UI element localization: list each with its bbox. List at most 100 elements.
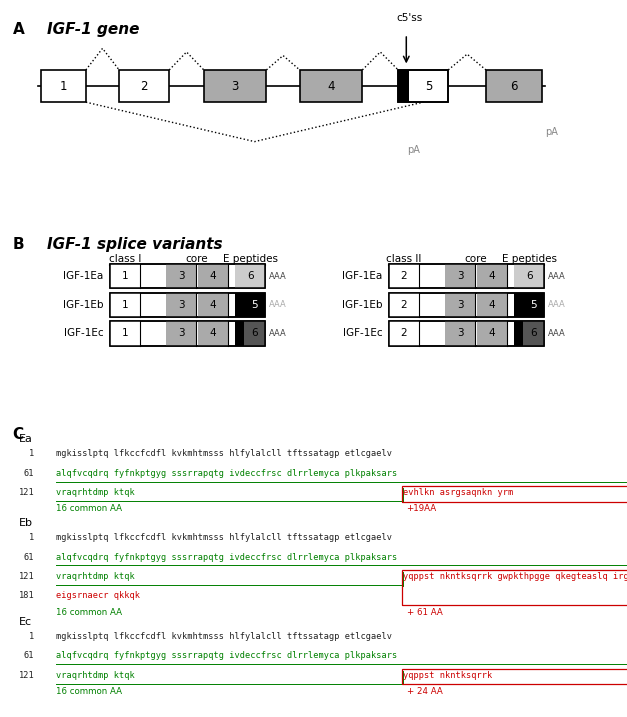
Text: evhlkn asrgsaqnkn yrm: evhlkn asrgsaqnkn yrm: [403, 488, 514, 497]
Text: + 24 AA: + 24 AA: [406, 688, 442, 696]
Bar: [198, 264, 228, 288]
Text: 4: 4: [488, 271, 495, 281]
Bar: [166, 321, 196, 346]
Text: 3: 3: [178, 328, 184, 338]
Text: vraqrhtdmp ktqk: vraqrhtdmp ktqk: [56, 572, 135, 581]
Text: 121: 121: [19, 671, 34, 680]
Text: 181: 181: [19, 592, 34, 600]
Text: AAA: AAA: [269, 329, 287, 338]
Text: 1: 1: [29, 632, 34, 641]
Text: alqfvcqdrq fyfnkptgyg sssrrapqtg ivdeccfrsc dlrrlemyca plkpaksars: alqfvcqdrq fyfnkptgyg sssrrapqtg ivdeccf…: [56, 652, 398, 660]
Bar: [110, 293, 140, 317]
Text: core: core: [186, 254, 208, 264]
Text: 3: 3: [231, 80, 239, 92]
Text: 1: 1: [29, 450, 34, 458]
Bar: [514, 321, 522, 346]
Text: vraqrhtdmp ktqk: vraqrhtdmp ktqk: [56, 671, 135, 680]
Bar: [110, 321, 265, 346]
Text: C: C: [13, 427, 24, 442]
Bar: [110, 321, 265, 346]
Bar: [235, 264, 265, 288]
Bar: [389, 264, 419, 288]
Text: 1: 1: [60, 80, 67, 92]
Text: yqppst nkntksqrrk: yqppst nkntksqrrk: [403, 671, 493, 680]
Bar: [389, 293, 544, 317]
Bar: [166, 293, 196, 317]
Text: AAA: AAA: [548, 272, 566, 280]
Bar: [198, 321, 228, 346]
Bar: [389, 293, 544, 317]
Text: 1: 1: [122, 328, 128, 338]
Text: E peptides: E peptides: [502, 254, 557, 264]
Bar: [166, 264, 196, 288]
Bar: [514, 293, 522, 317]
Bar: [477, 264, 507, 288]
Bar: [110, 264, 265, 288]
Text: Ec: Ec: [19, 617, 32, 627]
Text: Eb: Eb: [19, 518, 33, 528]
Bar: [398, 70, 448, 103]
Text: IGF-1Ea: IGF-1Ea: [342, 271, 382, 281]
Bar: [389, 264, 544, 288]
Bar: [477, 293, 507, 317]
Text: class I: class I: [108, 254, 141, 264]
Text: 6: 6: [526, 271, 532, 281]
Bar: [235, 293, 243, 317]
Bar: [402, 570, 627, 605]
Text: AAA: AAA: [548, 300, 566, 309]
Bar: [300, 70, 362, 103]
Text: 4: 4: [209, 271, 216, 281]
Bar: [445, 321, 475, 346]
Bar: [110, 293, 265, 317]
Text: alqfvcqdrq fyfnkptgyg sssrrapqtg ivdeccfrsc dlrrlemyca plkpaksars: alqfvcqdrq fyfnkptgyg sssrrapqtg ivdeccf…: [56, 469, 398, 478]
Text: IGF-1Ec: IGF-1Ec: [343, 328, 382, 338]
Text: 5: 5: [251, 300, 258, 310]
Text: 61: 61: [24, 553, 34, 561]
Text: IGF-1Eb: IGF-1Eb: [342, 300, 382, 310]
Bar: [398, 70, 409, 103]
Text: 6: 6: [510, 80, 518, 92]
Bar: [389, 321, 419, 346]
Text: 2: 2: [401, 271, 407, 281]
Bar: [110, 293, 265, 317]
Text: 4: 4: [209, 300, 216, 310]
Text: A: A: [13, 22, 24, 37]
Bar: [110, 264, 140, 288]
Text: 61: 61: [24, 652, 34, 660]
Bar: [243, 293, 265, 317]
Text: B: B: [13, 237, 24, 252]
Text: 4: 4: [488, 300, 495, 310]
Bar: [389, 264, 544, 288]
Bar: [204, 70, 266, 103]
Bar: [235, 321, 243, 346]
Text: 1: 1: [122, 271, 128, 281]
Text: pA: pA: [545, 128, 559, 137]
Text: 4: 4: [327, 80, 335, 92]
Text: IGF-1Ec: IGF-1Ec: [64, 328, 103, 338]
Bar: [110, 321, 140, 346]
Text: 121: 121: [19, 572, 34, 581]
Bar: [110, 264, 265, 288]
Text: AAA: AAA: [548, 329, 566, 338]
Text: 2: 2: [401, 328, 407, 338]
Text: 6: 6: [530, 328, 537, 338]
Text: 16 common AA: 16 common AA: [56, 505, 122, 513]
Text: 3: 3: [457, 271, 463, 281]
Text: 3: 3: [457, 328, 463, 338]
Bar: [522, 293, 544, 317]
Bar: [398, 70, 448, 103]
Text: 3: 3: [178, 300, 184, 310]
Text: IGF-1 splice variants: IGF-1 splice variants: [47, 237, 223, 252]
Text: mgkisslptq lfkccfcdfl kvkmhtmsss hlfylalcll tftssatagp etlcgaelv: mgkisslptq lfkccfcdfl kvkmhtmsss hlfylal…: [56, 533, 393, 542]
Bar: [402, 486, 627, 502]
Text: 1: 1: [122, 300, 128, 310]
Bar: [243, 321, 265, 346]
Text: IGF-1Ea: IGF-1Ea: [63, 271, 103, 281]
Text: eigsrnaecr qkkqk: eigsrnaecr qkkqk: [56, 592, 140, 600]
Text: 5: 5: [425, 80, 433, 92]
Text: 4: 4: [488, 328, 495, 338]
Text: AAA: AAA: [269, 300, 287, 309]
Bar: [389, 321, 544, 346]
Text: 16 common AA: 16 common AA: [56, 608, 122, 617]
Bar: [198, 293, 228, 317]
